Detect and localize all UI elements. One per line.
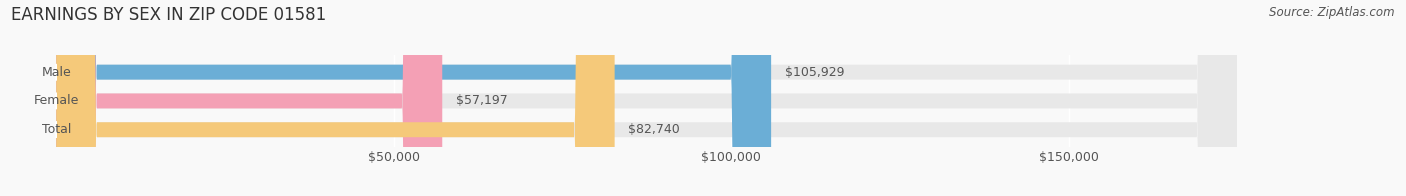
Text: $57,197: $57,197 xyxy=(456,94,508,107)
FancyBboxPatch shape xyxy=(56,0,770,196)
Text: EARNINGS BY SEX IN ZIP CODE 01581: EARNINGS BY SEX IN ZIP CODE 01581 xyxy=(11,6,326,24)
Text: Total: Total xyxy=(42,123,70,136)
FancyBboxPatch shape xyxy=(56,0,614,196)
FancyBboxPatch shape xyxy=(56,0,1237,196)
Text: $105,929: $105,929 xyxy=(785,66,844,79)
FancyBboxPatch shape xyxy=(56,0,443,196)
FancyBboxPatch shape xyxy=(56,0,1237,196)
Text: Female: Female xyxy=(34,94,79,107)
Text: Male: Male xyxy=(41,66,72,79)
Text: Source: ZipAtlas.com: Source: ZipAtlas.com xyxy=(1270,6,1395,19)
FancyBboxPatch shape xyxy=(56,0,1237,196)
Text: $82,740: $82,740 xyxy=(628,123,681,136)
